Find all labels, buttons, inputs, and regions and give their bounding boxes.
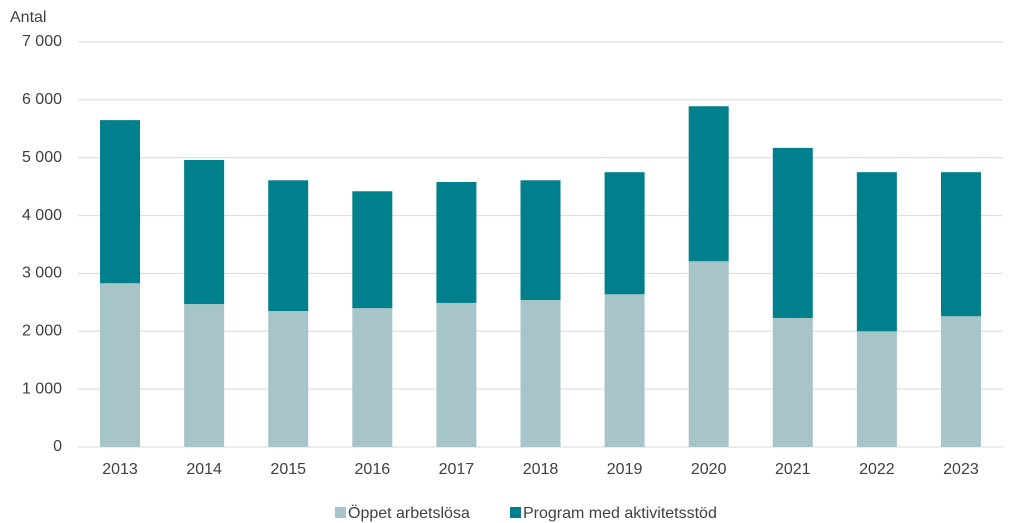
bar-segment	[856, 172, 897, 332]
legend-label: Öppet arbetslösa	[348, 504, 470, 522]
x-tick-label: 2023	[943, 461, 979, 478]
y-tick-label: 7 000	[22, 33, 62, 50]
bar-segment	[940, 172, 981, 317]
x-tick-label: 2013	[102, 461, 138, 478]
bar-segment	[268, 180, 309, 312]
bar-segment	[772, 147, 813, 318]
bar-segment	[100, 283, 141, 447]
legend-swatch	[510, 507, 521, 518]
x-tick-label: 2015	[270, 461, 306, 478]
bar-segment	[352, 308, 393, 447]
bar-segment	[688, 106, 729, 262]
y-tick-label: 2 000	[22, 323, 62, 340]
x-tick-label: 2018	[523, 461, 559, 478]
y-tick-label: 5 000	[22, 149, 62, 166]
x-tick-label: 2021	[775, 461, 811, 478]
bar-segment	[520, 180, 561, 301]
bar-segment	[520, 300, 561, 447]
bar-segment	[100, 120, 141, 284]
x-tick-label: 2020	[691, 461, 727, 478]
bar-segment	[604, 172, 645, 295]
y-tick-label: 0	[53, 438, 62, 455]
y-tick-label: 3 000	[22, 265, 62, 282]
x-tick-label: 2019	[607, 461, 643, 478]
bar-segment	[772, 317, 813, 447]
x-tick-label: 2022	[859, 461, 895, 478]
bar-segment	[184, 160, 225, 305]
y-tick-label: 1 000	[22, 380, 62, 397]
bar-segment	[352, 191, 393, 309]
x-tick-label: 2016	[355, 461, 391, 478]
bar-segment	[604, 294, 645, 447]
y-tick-label: 4 000	[22, 207, 62, 224]
bar-segment	[856, 331, 897, 447]
bar-segment	[268, 311, 309, 447]
y-tick-label: 6 000	[22, 91, 62, 108]
bar-segment	[940, 316, 981, 447]
bar-segment	[436, 182, 477, 303]
legend-swatch	[335, 507, 346, 518]
legend-label: Program med aktivitetsstöd	[523, 505, 717, 522]
y-axis-label: Antal	[10, 9, 46, 26]
bar-segment	[436, 302, 477, 447]
x-tick-label: 2017	[439, 461, 475, 478]
bar-segment	[184, 304, 225, 447]
bar-segment	[688, 261, 729, 447]
x-tick-label: 2014	[186, 461, 222, 478]
